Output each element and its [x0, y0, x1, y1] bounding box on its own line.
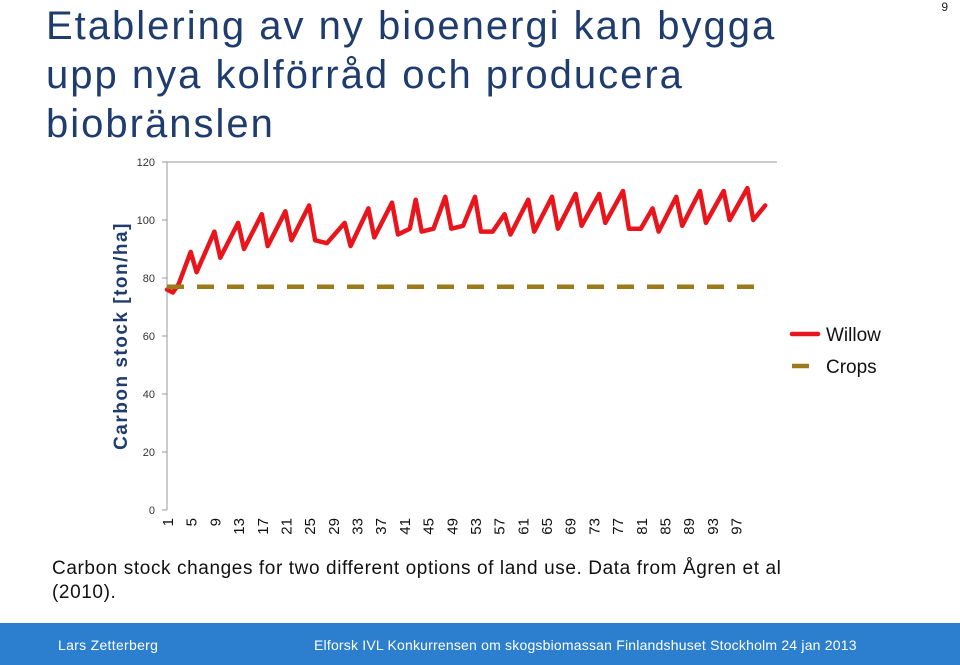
x-tick-label: 21 — [278, 518, 295, 535]
x-tick-label: 33 — [350, 518, 367, 535]
x-tick-label: 57 — [492, 518, 509, 535]
x-tick-label: 93 — [705, 518, 722, 535]
x-tick-label: 9 — [207, 518, 224, 526]
chart-legend: Willow Crops — [789, 325, 881, 378]
x-tick-label: 5 — [184, 518, 201, 526]
x-tick-label: 45 — [421, 518, 438, 535]
x-tick-label: 65 — [539, 518, 556, 535]
chart-series — [164, 185, 768, 295]
y-tick-label: 20 — [143, 447, 155, 459]
x-tick-label: 37 — [373, 518, 390, 535]
chart-caption: Carbon stock changes for two different o… — [52, 558, 782, 603]
x-tick-label: 77 — [610, 518, 627, 535]
x-tick-label: 53 — [468, 518, 485, 535]
y-tick-label: 40 — [143, 389, 155, 401]
chart-axes: 0 20 40 60 80 100 120 1 5 9 13 17 21 25 29 33 37 41 45 49 53… — [111, 157, 777, 535]
legend-label-crops: Crops — [826, 357, 877, 378]
x-tick-label: 81 — [634, 518, 651, 535]
series-line-willow — [164, 185, 768, 295]
y-tick-label: 60 — [143, 331, 155, 343]
x-tick-label: 17 — [255, 518, 272, 535]
x-tick-label: 25 — [302, 518, 319, 535]
legend-label-willow: Willow — [826, 325, 881, 346]
x-tick-label: 41 — [397, 518, 414, 535]
page-number: 9 — [941, 0, 948, 14]
carbon-stock-chart: 0 20 40 60 80 100 120 1 5 9 13 17 21 25 29 33 37 41 45 49 53… — [111, 157, 881, 535]
x-tick-label: 1 — [160, 518, 177, 526]
x-tick-label: 89 — [681, 518, 698, 535]
y-tick-label: 100 — [137, 215, 155, 227]
x-tick-label: 97 — [729, 518, 746, 535]
y-tick-label: 80 — [143, 273, 155, 285]
footer-event: Elforsk IVL Konkurrensen om skogsbiomass… — [314, 637, 857, 653]
y-axis-title: Carbon stock [ton/ha] — [111, 222, 132, 450]
y-tick-label: 0 — [149, 505, 155, 517]
slide-title: Etablering av ny bioenergi kan bygga upp… — [46, 4, 777, 146]
x-tick-label: 69 — [563, 518, 580, 535]
footer-bar: Lars Zetterberg Elforsk IVL Konkurrensen… — [0, 623, 960, 665]
x-tick-label: 49 — [444, 518, 461, 535]
x-tick-label: 29 — [326, 518, 343, 535]
x-tick-label: 73 — [586, 518, 603, 535]
y-tick-label: 120 — [137, 157, 155, 169]
x-tick-label: 61 — [515, 518, 532, 535]
x-tick-label: 85 — [657, 518, 674, 535]
x-tick-label: 13 — [231, 518, 248, 535]
footer-author: Lars Zetterberg — [58, 637, 159, 653]
